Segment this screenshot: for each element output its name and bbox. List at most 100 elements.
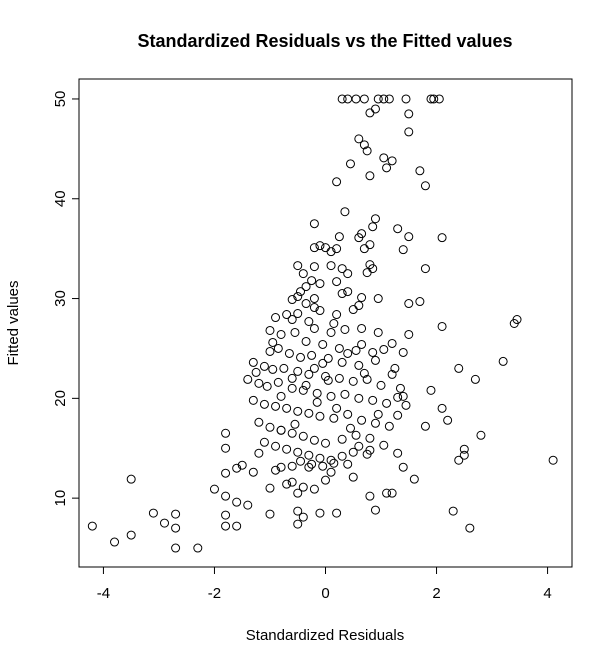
- data-point: [337, 434, 347, 444]
- data-point: [448, 506, 458, 516]
- data-point: [429, 94, 439, 104]
- data-point: [404, 299, 414, 309]
- data-point: [232, 521, 242, 531]
- data-point: [354, 301, 364, 311]
- data-point: [351, 345, 361, 355]
- data-point: [379, 440, 389, 450]
- data-point: [148, 508, 158, 518]
- data-point: [318, 339, 328, 349]
- data-point: [276, 425, 286, 435]
- data-point: [368, 395, 378, 405]
- data-point: [373, 94, 383, 104]
- data-point: [437, 403, 447, 413]
- data-point: [334, 343, 344, 353]
- data-point: [232, 463, 242, 473]
- data-point: [309, 323, 319, 333]
- data-point: [321, 475, 330, 485]
- data-point: [221, 428, 231, 438]
- data-point: [340, 207, 350, 217]
- data-point: [370, 418, 380, 428]
- data-point: [443, 415, 453, 425]
- data-point: [337, 94, 347, 104]
- data-point: [243, 374, 253, 384]
- data-point: [287, 428, 297, 438]
- data-point: [221, 491, 231, 501]
- data-point: [301, 380, 311, 390]
- data-point: [282, 444, 292, 454]
- data-point: [420, 264, 430, 274]
- data-point: [259, 361, 269, 371]
- data-point: [287, 477, 297, 487]
- data-point: [548, 455, 558, 465]
- data-point: [387, 156, 397, 166]
- data-point: [290, 327, 300, 337]
- data-point: [293, 447, 303, 457]
- data-point: [301, 336, 311, 346]
- data-point: [387, 338, 397, 348]
- data-point: [370, 214, 380, 224]
- data-point: [395, 383, 405, 393]
- data-point: [307, 459, 317, 469]
- data-point: [470, 374, 480, 384]
- y-tick-label: 10: [52, 490, 69, 507]
- data-point: [334, 373, 344, 383]
- data-point: [282, 310, 292, 320]
- data-point: [221, 521, 231, 531]
- data-point: [354, 393, 364, 403]
- data-point: [298, 431, 308, 441]
- data-point: [273, 343, 283, 353]
- data-point: [251, 367, 261, 377]
- data-point: [337, 451, 347, 461]
- data-point: [265, 325, 275, 335]
- data-point: [171, 509, 181, 519]
- data-point: [301, 299, 311, 309]
- data-point: [404, 109, 414, 119]
- data-point: [323, 353, 333, 363]
- data-point: [365, 108, 375, 118]
- data-point: [437, 233, 447, 243]
- data-point: [287, 383, 297, 393]
- data-point: [293, 488, 303, 498]
- data-point: [304, 450, 314, 460]
- data-point: [420, 181, 430, 191]
- data-point: [304, 462, 314, 472]
- data-point: [309, 484, 319, 494]
- data-point: [365, 240, 375, 250]
- data-point: [359, 368, 369, 378]
- data-point: [357, 229, 367, 239]
- data-point: [315, 241, 325, 251]
- data-point: [254, 378, 264, 388]
- data-point: [390, 363, 400, 373]
- data-point: [398, 462, 408, 472]
- data-point: [476, 430, 486, 440]
- y-tick-label: 50: [52, 91, 69, 108]
- data-point: [221, 443, 231, 453]
- data-point: [304, 317, 314, 327]
- data-point: [287, 295, 297, 305]
- x-tick-label: 0: [321, 585, 329, 602]
- data-point: [365, 171, 375, 181]
- data-point: [382, 398, 392, 408]
- data-point: [284, 348, 294, 358]
- data-point: [296, 352, 306, 362]
- data-point: [343, 269, 353, 279]
- data-point: [265, 346, 275, 356]
- data-point: [343, 459, 353, 469]
- data-point: [237, 460, 247, 470]
- data-point: [426, 385, 436, 395]
- data-point: [362, 268, 372, 278]
- data-point: [126, 474, 136, 484]
- data-point: [296, 287, 306, 297]
- data-point: [357, 323, 367, 333]
- data-point: [301, 282, 311, 292]
- data-point: [315, 453, 325, 463]
- data-point: [254, 448, 264, 458]
- data-point: [287, 373, 297, 383]
- x-tick-label: -4: [97, 585, 110, 602]
- data-point: [293, 366, 303, 376]
- data-point: [348, 305, 358, 315]
- data-point: [343, 287, 353, 297]
- data-point: [362, 449, 372, 459]
- data-point: [393, 224, 403, 234]
- data-point: [268, 337, 278, 347]
